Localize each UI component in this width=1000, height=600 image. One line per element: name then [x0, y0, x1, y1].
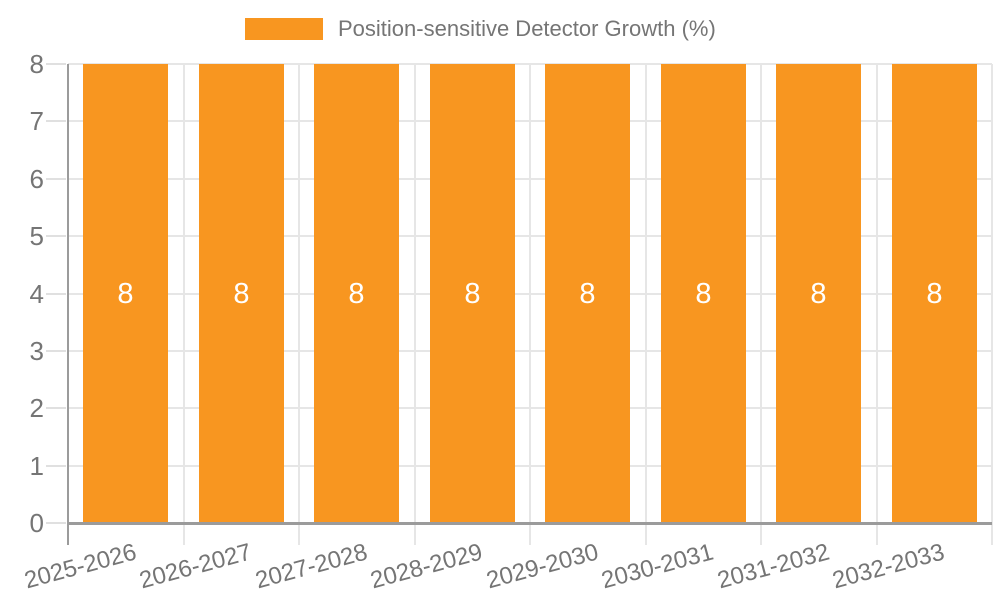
y-axis-tick-label: 5	[29, 221, 44, 251]
y-axis-tick	[46, 63, 66, 65]
y-axis-tick-label: 8	[29, 49, 44, 79]
y-axis-tick-label: 2	[29, 393, 44, 423]
bar-value-label: 8	[695, 278, 712, 310]
y-axis-tick-label: 7	[29, 106, 44, 136]
bar[interactable]	[430, 64, 515, 523]
x-gridline	[991, 64, 993, 545]
bar-value-label: 8	[926, 278, 943, 310]
bar[interactable]	[892, 64, 977, 523]
y-axis-tick	[46, 465, 66, 467]
x-gridline	[414, 64, 416, 545]
x-gridline	[298, 64, 300, 545]
bar[interactable]	[83, 64, 168, 523]
legend-label: Position-sensitive Detector Growth (%)	[338, 16, 716, 41]
legend-color-swatch	[245, 18, 323, 40]
y-axis-tick-label: 3	[29, 336, 44, 366]
y-axis-tick	[46, 293, 66, 295]
x-gridline	[876, 64, 878, 545]
x-gridline	[529, 64, 531, 545]
y-axis-tick	[46, 407, 66, 409]
bar-value-label: 8	[233, 278, 250, 310]
x-gridline	[760, 64, 762, 545]
y-axis-tick	[46, 350, 66, 352]
bar-value-label: 8	[810, 278, 827, 310]
bar-value-label: 8	[117, 278, 134, 310]
y-axis-tick-label: 0	[29, 508, 44, 538]
x-gridline	[183, 64, 185, 545]
y-axis-tick	[46, 235, 66, 237]
y-axis-tick	[46, 178, 66, 180]
y-axis-tick	[46, 120, 66, 122]
bar-value-label: 8	[348, 278, 365, 310]
bar[interactable]	[545, 64, 630, 523]
y-axis-tick-label: 4	[29, 279, 44, 309]
bar[interactable]	[199, 64, 284, 523]
y-axis-tick-label: 1	[29, 451, 44, 481]
bar[interactable]	[314, 64, 399, 523]
bar[interactable]	[661, 64, 746, 523]
x-gridline	[645, 64, 647, 545]
y-axis-tick-label: 6	[29, 164, 44, 194]
legend: Position-sensitive Detector Growth (%)	[245, 18, 716, 40]
y-axis-line	[67, 64, 69, 545]
bar-value-label: 8	[464, 278, 481, 310]
y-axis-tick	[46, 522, 66, 524]
x-axis-line	[68, 522, 992, 525]
bar[interactable]	[776, 64, 861, 523]
bar-value-label: 8	[579, 278, 596, 310]
